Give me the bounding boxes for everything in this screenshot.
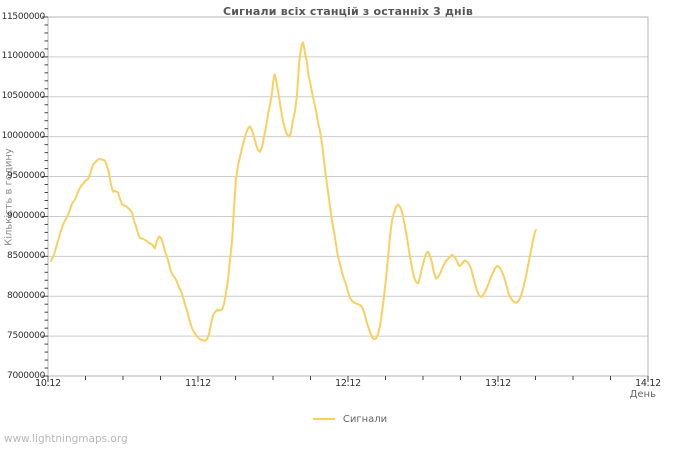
plot-border (47, 16, 649, 377)
watermark-text: www.lightningmaps.org (4, 433, 128, 445)
y-tick-label: 9000000 (7, 210, 45, 221)
y-tick-label: 7000000 (7, 370, 45, 381)
legend-label: Сигнали (342, 413, 388, 425)
legend: Сигнали (0, 412, 700, 426)
y-tick-label: 11000000 (1, 51, 46, 62)
chart-title: Сигнали всіх станцій з останніх 3 днів (223, 5, 473, 18)
y-tick-label: 10500000 (1, 91, 46, 102)
y-tick-label: 7500000 (7, 330, 45, 341)
y-tick-label: 8500000 (7, 250, 45, 261)
y-tick-label: 8000000 (7, 290, 45, 301)
x-axis-label: День (629, 389, 656, 400)
signals-line (50, 41, 537, 342)
y-tick-label: 10000000 (1, 131, 46, 142)
x-tick-label: 12.12 (335, 378, 361, 389)
legend-line-swatch (312, 418, 335, 420)
y-tick-label: 11500000 (1, 11, 46, 22)
x-tick-label: 10.12 (35, 378, 61, 389)
x-tick-label: 13.12 (485, 378, 511, 389)
x-tick-label: 11.12 (185, 378, 211, 389)
x-tick-label: 14.12 (635, 378, 661, 389)
y-tick-label: 9500000 (7, 171, 45, 182)
